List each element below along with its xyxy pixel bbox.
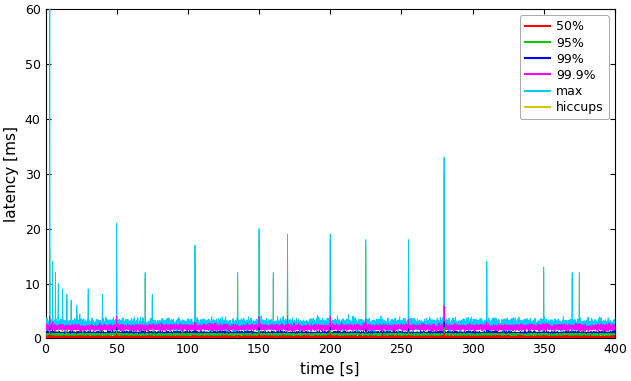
X-axis label: time [s]: time [s] xyxy=(300,362,360,377)
Y-axis label: latency [ms]: latency [ms] xyxy=(4,126,19,222)
Legend: 50%, 95%, 99%, 99.9%, max, hiccups: 50%, 95%, 99%, 99.9%, max, hiccups xyxy=(520,15,609,119)
